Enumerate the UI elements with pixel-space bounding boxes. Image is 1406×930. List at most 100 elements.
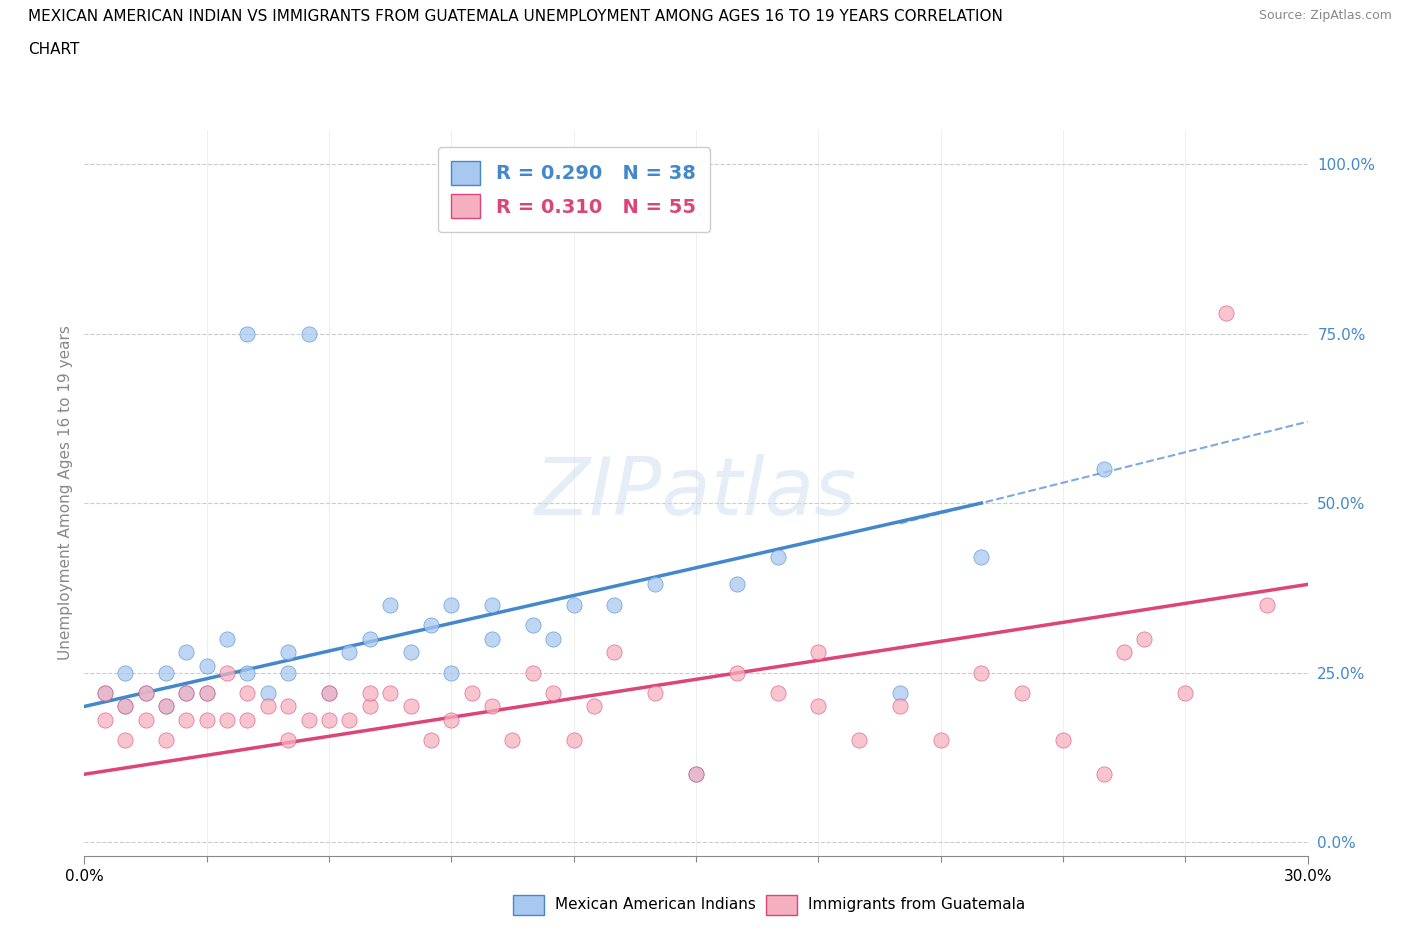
- Point: [970, 665, 993, 680]
- Point: [135, 685, 157, 700]
- Text: Immigrants from Guatemala: Immigrants from Guatemala: [808, 897, 1026, 912]
- Point: [807, 699, 830, 714]
- Point: [339, 644, 360, 659]
- Point: [380, 597, 402, 612]
- Point: [481, 597, 503, 612]
- Point: [562, 597, 585, 612]
- Point: [257, 685, 280, 700]
- Point: [93, 685, 115, 700]
- Point: [1174, 685, 1197, 700]
- Point: [217, 665, 239, 680]
- Point: [603, 644, 626, 659]
- Point: [217, 631, 239, 646]
- Point: [685, 767, 707, 782]
- Point: [318, 685, 340, 700]
- Text: CHART: CHART: [28, 42, 80, 57]
- Point: [277, 699, 299, 714]
- Point: [155, 733, 177, 748]
- Point: [766, 550, 789, 565]
- Point: [1114, 644, 1136, 659]
- Point: [359, 631, 381, 646]
- Point: [440, 597, 463, 612]
- Point: [1215, 306, 1237, 321]
- Point: [399, 644, 422, 659]
- Point: [236, 665, 259, 680]
- Point: [339, 712, 360, 727]
- Point: [195, 658, 218, 673]
- Point: [236, 685, 259, 700]
- Point: [236, 326, 259, 341]
- Point: [93, 685, 115, 700]
- Point: [257, 699, 280, 714]
- Point: [135, 685, 157, 700]
- Point: [929, 733, 952, 748]
- Point: [135, 712, 157, 727]
- Point: [277, 665, 299, 680]
- Point: [440, 665, 463, 680]
- Point: [1256, 597, 1278, 612]
- Point: [603, 597, 626, 612]
- Point: [501, 733, 523, 748]
- Point: [155, 665, 177, 680]
- Y-axis label: Unemployment Among Ages 16 to 19 years: Unemployment Among Ages 16 to 19 years: [58, 326, 73, 660]
- Point: [174, 644, 197, 659]
- Point: [298, 712, 321, 727]
- Point: [644, 577, 666, 591]
- Point: [1052, 733, 1074, 748]
- Point: [522, 665, 544, 680]
- Point: [543, 685, 565, 700]
- Point: [236, 712, 259, 727]
- Point: [114, 733, 136, 748]
- Legend: R = 0.290   N = 38, R = 0.310   N = 55: R = 0.290 N = 38, R = 0.310 N = 55: [437, 147, 710, 232]
- Point: [685, 767, 707, 782]
- Point: [380, 685, 402, 700]
- Point: [1011, 685, 1033, 700]
- Point: [217, 712, 239, 727]
- Point: [155, 699, 177, 714]
- Point: [970, 550, 993, 565]
- Point: [174, 685, 197, 700]
- Point: [114, 665, 136, 680]
- Point: [93, 712, 115, 727]
- Point: [807, 644, 830, 659]
- Point: [582, 699, 605, 714]
- Point: [1092, 461, 1115, 476]
- Point: [644, 685, 666, 700]
- Point: [889, 699, 911, 714]
- Point: [195, 685, 218, 700]
- Point: [725, 665, 748, 680]
- Point: [543, 631, 565, 646]
- Point: [359, 685, 381, 700]
- Text: Source: ZipAtlas.com: Source: ZipAtlas.com: [1258, 9, 1392, 22]
- Point: [1133, 631, 1156, 646]
- Point: [889, 685, 911, 700]
- Point: [277, 733, 299, 748]
- Point: [848, 733, 870, 748]
- Text: MEXICAN AMERICAN INDIAN VS IMMIGRANTS FROM GUATEMALA UNEMPLOYMENT AMONG AGES 16 : MEXICAN AMERICAN INDIAN VS IMMIGRANTS FR…: [28, 9, 1002, 24]
- Point: [399, 699, 422, 714]
- Point: [420, 733, 443, 748]
- Point: [195, 685, 218, 700]
- Point: [155, 699, 177, 714]
- Point: [766, 685, 789, 700]
- Point: [318, 712, 340, 727]
- Point: [277, 644, 299, 659]
- Point: [318, 685, 340, 700]
- Point: [1092, 767, 1115, 782]
- Point: [298, 326, 321, 341]
- Point: [522, 618, 544, 632]
- Point: [174, 712, 197, 727]
- Point: [562, 733, 585, 748]
- Point: [114, 699, 136, 714]
- Point: [195, 712, 218, 727]
- Point: [440, 712, 463, 727]
- Point: [481, 631, 503, 646]
- Point: [174, 685, 197, 700]
- Text: ZIPatlas: ZIPatlas: [534, 454, 858, 532]
- Point: [725, 577, 748, 591]
- Point: [420, 618, 443, 632]
- Point: [359, 699, 381, 714]
- Point: [114, 699, 136, 714]
- Point: [481, 699, 503, 714]
- Text: Mexican American Indians: Mexican American Indians: [555, 897, 756, 912]
